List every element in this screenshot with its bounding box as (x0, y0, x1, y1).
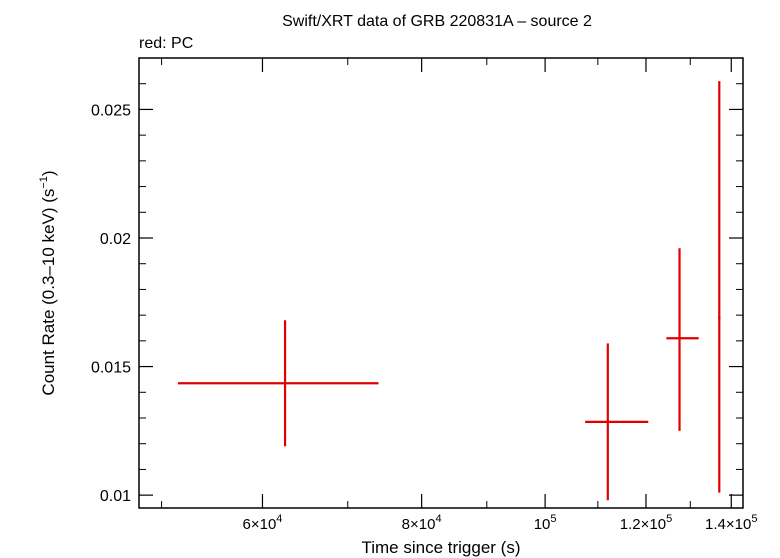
y-axis-label-exponent: −1 (38, 176, 50, 189)
data-point (585, 343, 649, 501)
x-tick-label-mantissa: 1.2×10 (620, 516, 666, 533)
data-point (718, 81, 721, 493)
x-tick-label: 6×104 (243, 513, 283, 533)
x-tick-label-exponent: 5 (550, 513, 556, 525)
y-tick-label: 0.025 (91, 102, 131, 119)
y-tick-label: 0.01 (100, 488, 131, 505)
y-tick-label: 0.015 (91, 360, 131, 377)
x-tick-label-exponent: 4 (435, 513, 441, 525)
x-tick-label-mantissa: 6×10 (243, 516, 277, 533)
x-tick-label-exponent: 5 (666, 513, 672, 525)
x-tick-label: 1.2×105 (620, 513, 672, 533)
x-tick-label-mantissa: 8×10 (402, 516, 436, 533)
chart-title: Swift/XRT data of GRB 220831A – source 2 (282, 13, 592, 30)
y-axis-label-main: Count Rate (0.3–10 keV) (s (39, 189, 58, 396)
data-series-pc (177, 81, 721, 501)
y-axis-label-tail: ) (39, 170, 58, 176)
x-tick-label: 8×104 (402, 513, 442, 533)
chart-subtitle: red: PC (139, 35, 193, 52)
x-tick-label: 1.4×105 (705, 513, 757, 533)
y-axis-ticks: 0.01 0.015 0.02 0.025 (91, 83, 743, 505)
y-tick-label: 0.02 (100, 231, 131, 248)
x-axis-label: Time since trigger (s) (361, 538, 520, 557)
x-axis-ticks: 6×104 8×104 105 1.2×105 1.4×105 (161, 58, 757, 533)
x-tick-label-mantissa: 1.4×10 (705, 516, 751, 533)
x-tick-label-mantissa: 10 (534, 516, 551, 533)
data-point (666, 248, 699, 431)
x-tick-label: 105 (534, 513, 557, 533)
x-tick-label-exponent: 5 (751, 513, 757, 525)
plot-frame (138, 57, 744, 509)
y-axis-label: Count Rate (0.3–10 keV) (s−1) (38, 170, 58, 395)
data-point (177, 320, 379, 447)
x-tick-label-exponent: 4 (276, 513, 282, 525)
